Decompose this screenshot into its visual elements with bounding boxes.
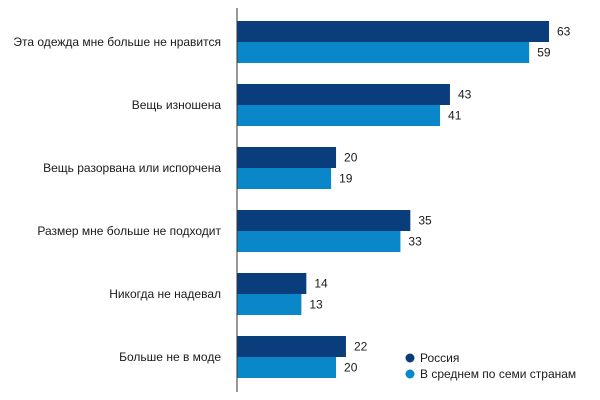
bar-seven-countries-size [237,231,401,252]
category-label-out-of-fashion: Больше не в моде [119,350,221,364]
bar-russia-dont-like [237,21,549,42]
value-label-seven-countries-size: 33 [408,235,422,249]
bar-seven-countries-out-of-fashion [237,357,337,378]
bar-russia-never-worn [237,273,307,294]
legend-marker-russia [405,353,415,363]
value-label-russia-dont-like: 63 [557,25,571,39]
value-label-seven-countries-torn: 19 [339,172,353,186]
bar-russia-worn-out [237,84,450,105]
legend-label-seven-countries: В среднем по семи странам [420,367,576,381]
value-label-russia-never-worn: 14 [314,277,328,291]
category-labels: Эта одежда мне больше не нравится Вещь из… [13,35,221,364]
legend-marker-seven-countries [405,369,415,379]
category-label-size: Размер мне больше не подходит [37,224,221,238]
value-label-russia-out-of-fashion: 22 [354,340,368,354]
value-label-russia-size: 35 [418,214,432,228]
category-label-dont-like: Эта одежда мне больше не нравится [13,35,221,49]
value-label-seven-countries-worn-out: 41 [448,109,462,123]
bar-seven-countries-never-worn [237,294,302,315]
value-label-russia-torn: 20 [344,151,358,165]
category-label-worn-out: Вещь изношена [132,98,222,112]
bar-seven-countries-dont-like [237,42,530,63]
legend: Россия В среднем по семи странам [405,351,576,381]
value-label-seven-countries-dont-like: 59 [537,46,551,60]
value-label-seven-countries-never-worn: 13 [309,298,323,312]
bar-seven-countries-torn [237,168,332,189]
bar-russia-out-of-fashion [237,336,346,357]
bar-seven-countries-worn-out [237,105,441,126]
value-label-seven-countries-out-of-fashion: 20 [344,361,358,375]
category-label-never-worn: Никогда не надевал [109,287,221,301]
bars-group: 63 59 43 41 20 19 35 33 14 13 22 20 [237,21,571,378]
value-label-russia-worn-out: 43 [458,88,472,102]
category-label-torn: Вещь разорвана или испорчена [43,161,221,175]
bar-russia-torn [237,147,337,168]
legend-label-russia: Россия [420,351,459,365]
bar-russia-size [237,210,411,231]
